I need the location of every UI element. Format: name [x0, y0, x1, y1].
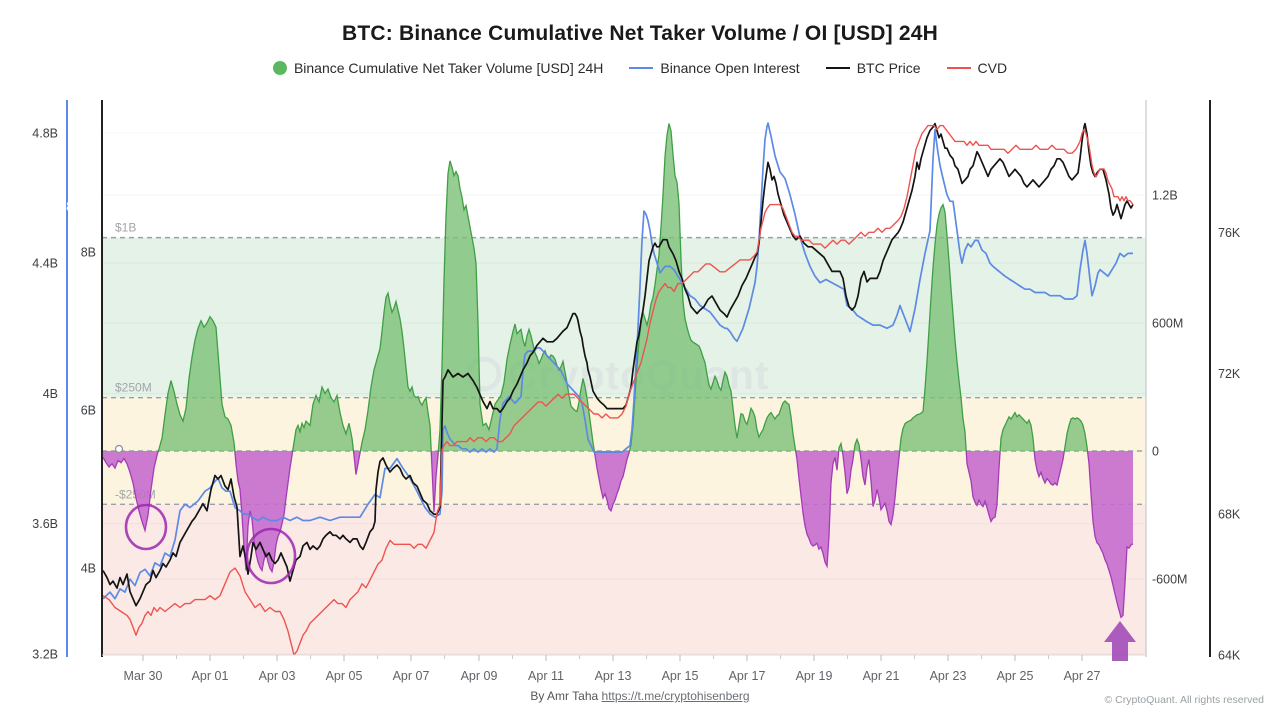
oi_b-tick-label: 4.4B: [32, 257, 58, 271]
oi_b-tick-label: 3.6B: [32, 517, 58, 531]
legend-item-3[interactable]: CVD: [946, 60, 1008, 76]
date-label: Apr 25: [997, 669, 1034, 683]
oi_b-tick-label: 4.8B: [32, 126, 58, 140]
zero-line-marker: [114, 444, 124, 454]
reference-line-label: $1B: [115, 221, 136, 235]
date-label: Apr 03: [259, 669, 296, 683]
legend-line-icon: [629, 67, 654, 69]
date-label: Apr 11: [528, 669, 564, 683]
date-label: Mar 30: [124, 669, 163, 683]
date-label: Apr 05: [326, 669, 363, 683]
up-arrow-annotation: [1104, 621, 1136, 661]
date-label: Apr 27: [1064, 669, 1101, 683]
legend-label: Binance Cumulative Net Taker Volume [USD…: [293, 60, 604, 76]
btc-price-value-badge: 76.8K: [1218, 195, 1256, 211]
net-taker-volume-area-positive: [103, 123, 1133, 452]
copyright-notice: © CryptoQuant. All rights reserved: [1104, 694, 1264, 706]
volume_m-tick-label: 1.2B: [1152, 188, 1178, 202]
cvd_b-tick-label: 4B: [81, 562, 96, 576]
date-label: Apr 15: [662, 669, 699, 683]
legend-item-2[interactable]: BTC Price: [825, 60, 921, 76]
volume_m-tick-label: 600M: [1152, 316, 1183, 330]
oi_b-tick-label: 4B: [43, 387, 58, 401]
background-band: [102, 237, 1146, 398]
net-taker-volume-area-negative: [103, 451, 1133, 618]
highlight-circle-1: [124, 503, 168, 551]
legend-label: Binance Open Interest: [660, 60, 800, 76]
price_k-tick-label: 64K: [1218, 649, 1241, 663]
legend-dot-icon: [272, 61, 287, 75]
legend-item-0[interactable]: Binance Cumulative Net Taker Volume [USD…: [272, 60, 604, 76]
legend-label: BTC Price: [856, 60, 921, 76]
chart-title: BTC: Binance Cumulative Net Taker Volume…: [341, 22, 938, 45]
chart-legend: Binance Cumulative Net Taker Volume [USD…: [0, 60, 1280, 76]
date-label: Apr 19: [796, 669, 833, 683]
legend-label: CVD: [977, 60, 1008, 76]
legend-item-1[interactable]: Binance Open Interest: [629, 60, 800, 76]
oi_b-tick-label: 3.2B: [32, 648, 58, 662]
reference-line-label: $250M: [115, 381, 152, 395]
net-taker-volume-outline-negative: [102, 451, 1134, 619]
open-interest-line: [102, 122, 1133, 600]
cvd_b-tick-label: 6B: [81, 404, 96, 418]
cvd-line: [102, 124, 1134, 656]
date-label: Apr 09: [461, 669, 498, 683]
legend-line-icon: [946, 67, 971, 69]
price_k-tick-label: 76K: [1218, 226, 1241, 240]
volume_m-tick-label: -600M: [1152, 573, 1187, 587]
price_k-tick-label: 68K: [1218, 508, 1241, 522]
volume_m-tick-label: 0: [1152, 445, 1159, 459]
date-label: Apr 13: [595, 669, 632, 683]
date-label: Apr 17: [729, 669, 766, 683]
date-label: Apr 23: [930, 669, 967, 683]
cvd-value-badge: 8.5B: [66, 199, 95, 214]
plot-area[interactable]: [102, 100, 1146, 655]
date-label: Apr 01: [192, 669, 229, 683]
price_k-tick-label: 72K: [1218, 367, 1241, 381]
telegram-link[interactable]: https://t.me/cryptohisenberg: [601, 689, 750, 703]
author-credit: By Amr Taha https://t.me/cryptohisenberg: [0, 689, 1280, 703]
cvd_b-tick-label: 8B: [81, 246, 96, 260]
highlight-circle-2: [245, 527, 297, 585]
date-label: Apr 07: [393, 669, 430, 683]
legend-line-icon: [825, 67, 850, 69]
net-taker-volume-outline-positive: [157, 123, 1089, 452]
date-label: Apr 21: [863, 669, 900, 683]
author-name: By Amr Taha: [530, 689, 599, 703]
